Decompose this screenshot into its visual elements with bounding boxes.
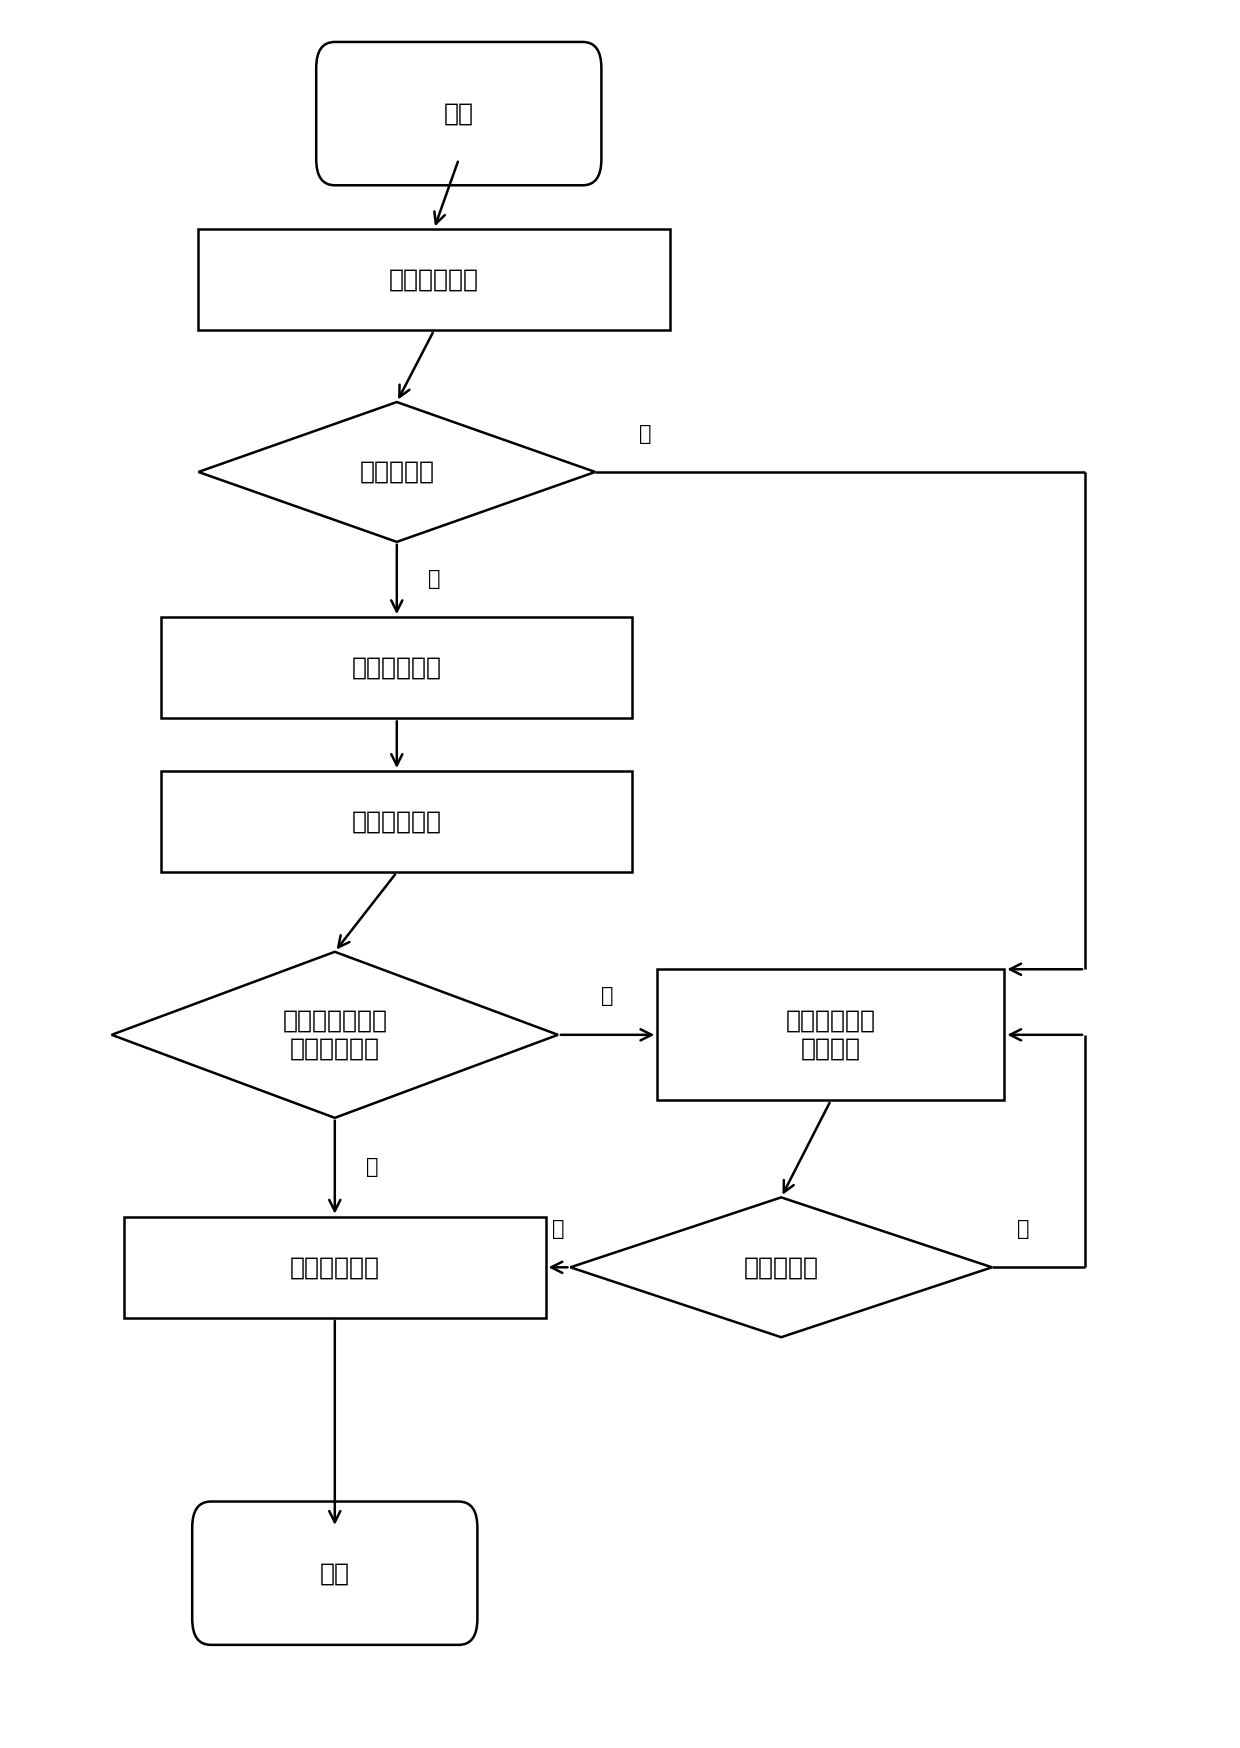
Text: 确认不良？: 确认不良？ [744,1255,818,1280]
Polygon shape [112,951,558,1119]
Text: 检测夹爪夹紧: 检测夹爪夹紧 [389,267,479,292]
Text: 否: 否 [601,986,614,1007]
Bar [198,229,670,330]
Text: 封堵气体管路: 封堵气体管路 [352,656,441,680]
Text: 结束: 结束 [320,1561,350,1585]
Bar [124,1217,546,1318]
Text: 检测夹爪松开: 检测夹爪松开 [290,1255,379,1280]
Text: 否: 否 [639,423,651,444]
Text: 是: 是 [366,1157,378,1176]
Bar [161,771,632,872]
Text: 是: 是 [552,1218,564,1239]
FancyBboxPatch shape [192,1502,477,1645]
Text: 否: 否 [1017,1218,1029,1239]
Bar [657,968,1004,1101]
Text: 开始: 开始 [444,101,474,126]
Polygon shape [570,1197,992,1337]
Text: 发出检测不良
预警信号: 发出检测不良 预警信号 [786,1009,875,1061]
Bar [161,617,632,718]
Text: 装配正确？: 装配正确？ [360,460,434,484]
Text: 是: 是 [428,570,440,589]
Polygon shape [198,402,595,542]
Text: 启动充气组件: 启动充气组件 [352,809,441,834]
Text: 当前气压值达到
预设气压值？: 当前气压值达到 预设气压值？ [283,1009,387,1061]
FancyBboxPatch shape [316,42,601,185]
